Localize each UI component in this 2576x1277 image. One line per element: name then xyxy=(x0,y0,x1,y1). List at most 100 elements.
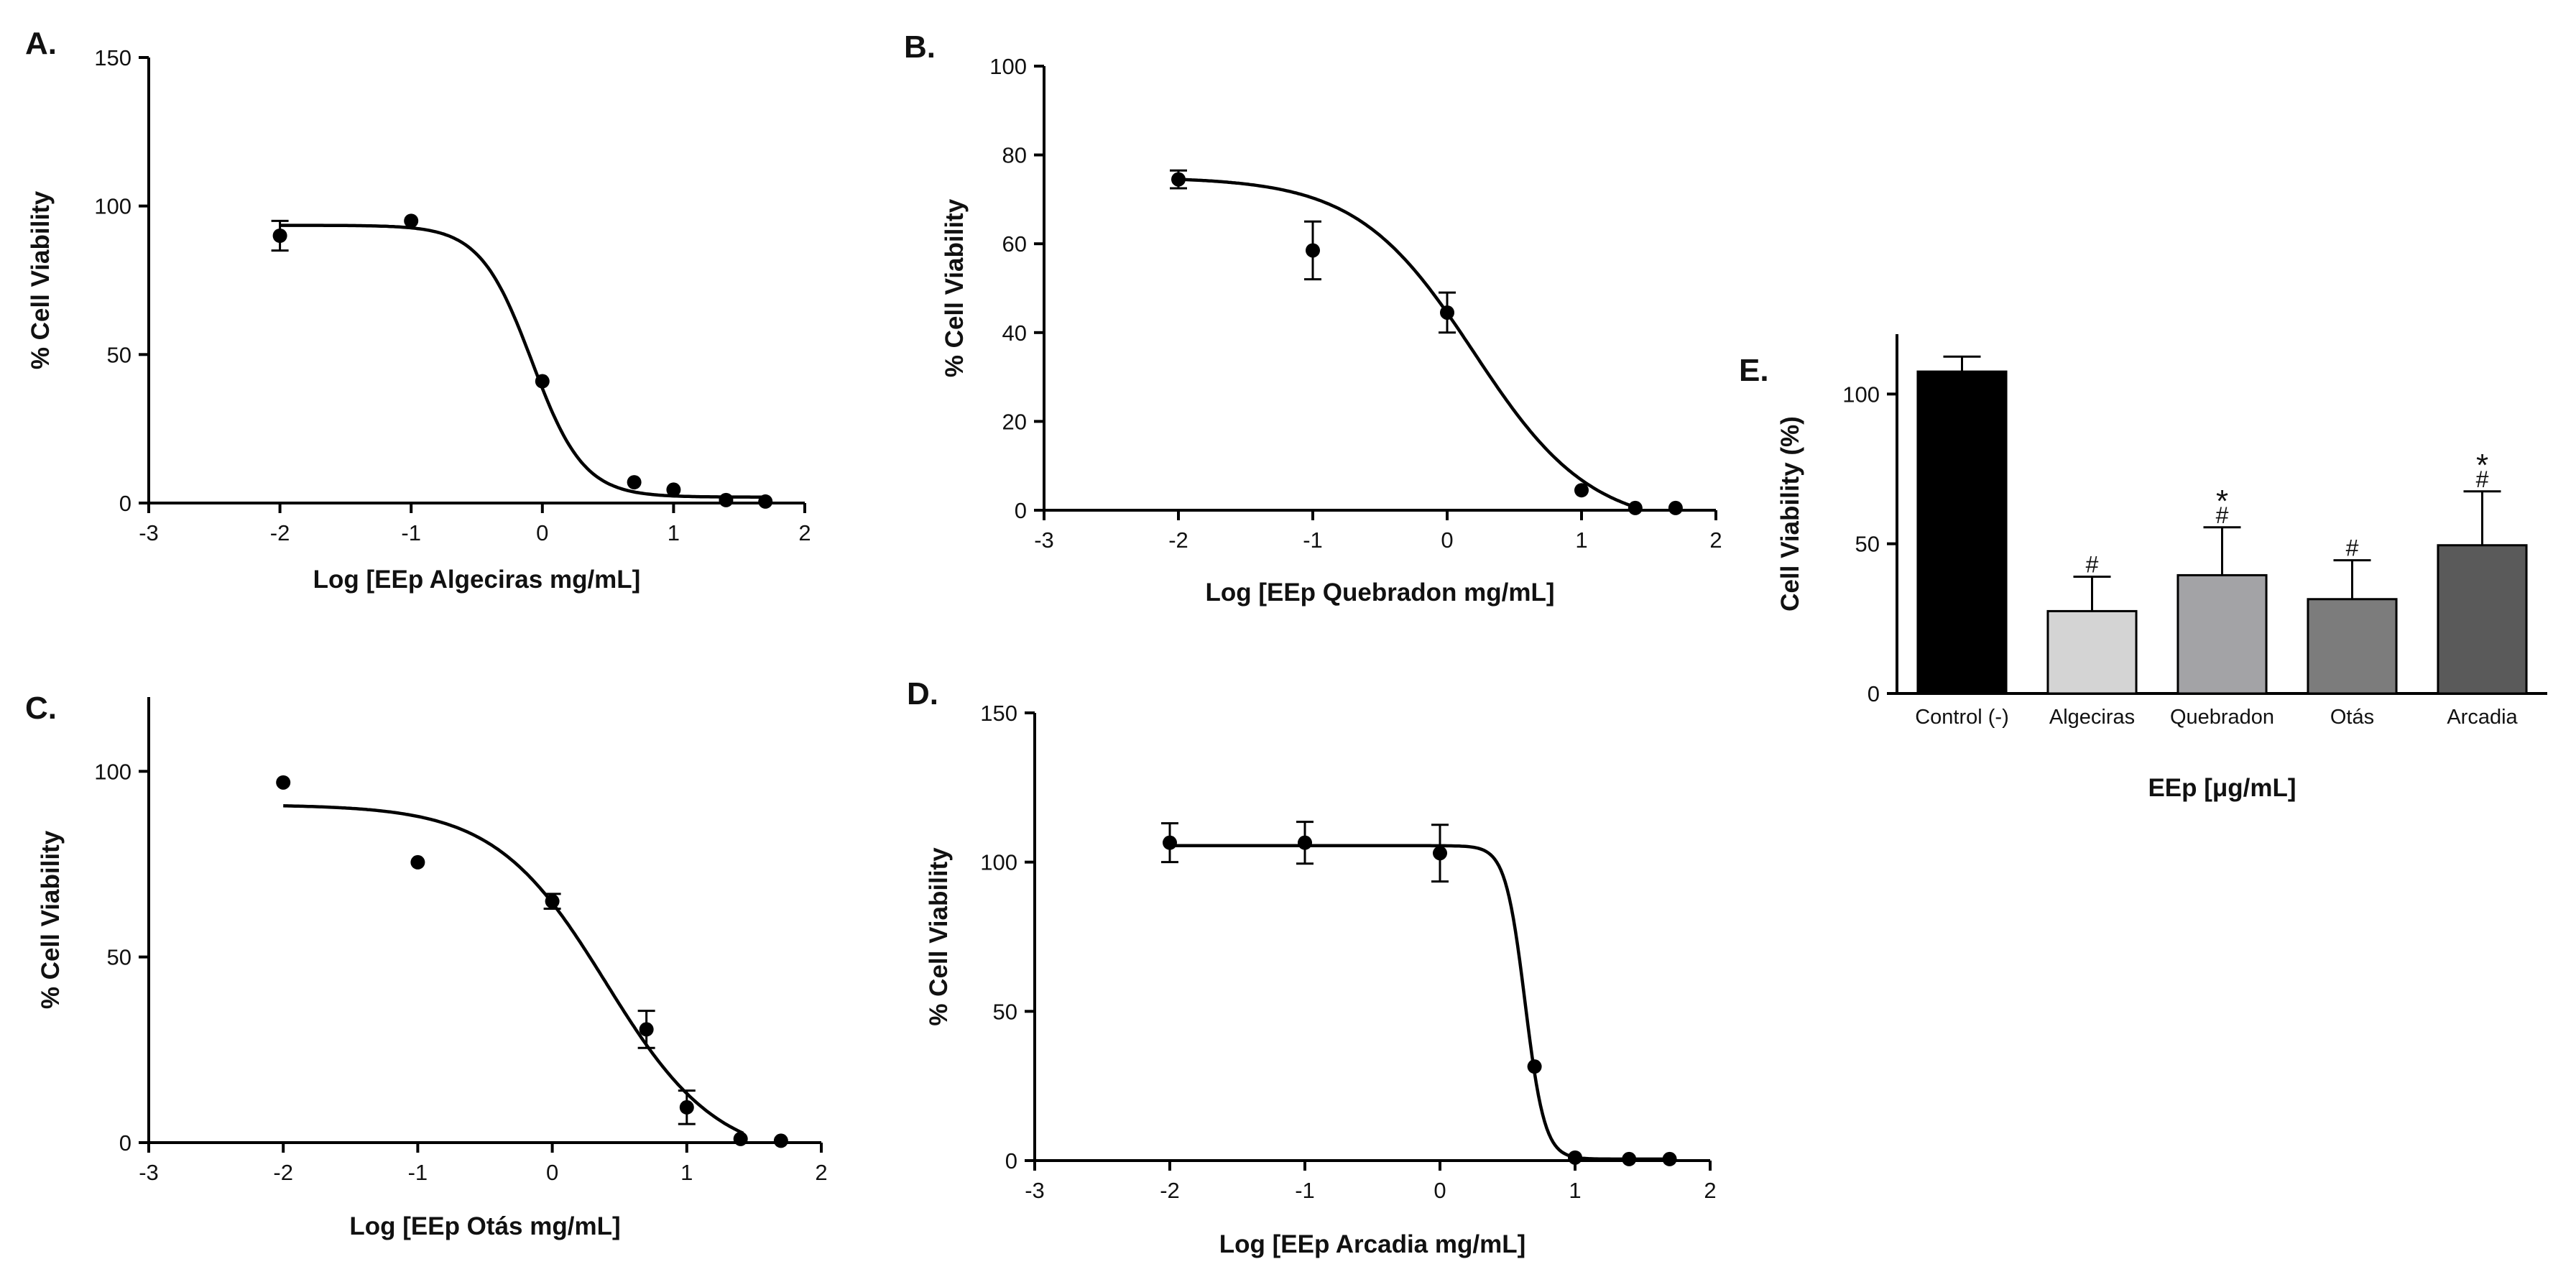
significance-star: * xyxy=(2216,484,2228,519)
data-point xyxy=(276,775,291,790)
x-tick-label: 2 xyxy=(798,520,811,545)
bar xyxy=(2176,573,2268,695)
y-tick-label: 50 xyxy=(107,342,131,367)
x-tick-label: -1 xyxy=(401,520,421,545)
x-tick-label: -2 xyxy=(1160,1178,1180,1203)
y-tick-label: 50 xyxy=(107,945,131,970)
data-point xyxy=(1163,835,1177,850)
x-category-label: Otás xyxy=(2330,706,2374,729)
x-category-label: Arcadia xyxy=(2447,706,2518,729)
data-point xyxy=(679,1099,694,1115)
data-point xyxy=(545,894,560,909)
x-tick-label: 1 xyxy=(668,520,680,545)
data-point xyxy=(1668,500,1683,515)
x-tick-label: 0 xyxy=(546,1160,558,1185)
x-tick-label: 1 xyxy=(1569,1178,1581,1203)
bar xyxy=(2046,609,2138,695)
y-tick-label: 50 xyxy=(1855,532,1880,557)
data-point xyxy=(1628,500,1643,515)
x-category-label: Algeciras xyxy=(2049,706,2135,729)
x-axis-title: Log [EEp Quebradon mg/mL] xyxy=(1205,578,1554,607)
data-point xyxy=(1622,1151,1637,1166)
fit-curve xyxy=(1178,178,1643,511)
y-tick-label: 60 xyxy=(1002,231,1027,257)
y-tick-label: 50 xyxy=(993,999,1017,1024)
panel-b: B. 0 20 40 60 80 100 -3 -2 -1 0 1 2 Log [EEp Quebrado… xyxy=(904,29,1722,607)
y-axis-title: % Cell Viability xyxy=(925,847,953,1026)
data-point xyxy=(1298,835,1312,850)
y-tick-label: 150 xyxy=(980,701,1017,726)
x-tick-label: 0 xyxy=(1434,1178,1446,1203)
data-point xyxy=(719,492,734,507)
data-point xyxy=(773,1133,788,1148)
significance-star: * xyxy=(2476,448,2488,483)
x-tick-label: -2 xyxy=(1168,527,1188,553)
x-tick-label: -1 xyxy=(1303,527,1323,553)
panel-label: B. xyxy=(904,29,936,65)
data-point xyxy=(535,374,550,389)
bar xyxy=(2307,598,2398,695)
y-tick-label: 20 xyxy=(1002,409,1027,434)
x-axis-title: Log [EEp Algeciras mg/mL] xyxy=(313,566,641,594)
data-point xyxy=(1662,1151,1677,1166)
panel-label: E. xyxy=(1739,353,1769,388)
x-tick-label: 1 xyxy=(1575,527,1587,553)
x-tick-label: -2 xyxy=(270,520,290,545)
x-tick-label: 0 xyxy=(536,520,548,545)
y-tick-label: 0 xyxy=(1868,681,1880,706)
y-tick-label: 0 xyxy=(1015,498,1027,523)
x-tick-label: 2 xyxy=(1704,1178,1716,1203)
y-tick-label: 0 xyxy=(1005,1148,1017,1174)
x-tick-label: -1 xyxy=(408,1160,428,1185)
y-axis-title: % Cell Viability xyxy=(941,198,969,377)
x-tick-label: -3 xyxy=(1025,1178,1045,1203)
x-axis-title: Log [EEp Arcadia mg/mL] xyxy=(1219,1230,1526,1258)
data-point xyxy=(1568,1150,1582,1165)
data-point xyxy=(410,854,425,870)
data-point xyxy=(758,494,773,509)
data-point xyxy=(639,1022,654,1037)
significance-hash: # xyxy=(2476,466,2489,492)
y-tick-label: 100 xyxy=(94,759,131,784)
data-point xyxy=(1306,243,1320,258)
data-point xyxy=(272,229,287,243)
x-tick-label: 2 xyxy=(1709,527,1722,553)
y-tick-label: 80 xyxy=(1002,143,1027,168)
data-point xyxy=(1433,846,1447,861)
significance-hash: # xyxy=(2086,552,2099,578)
panel-c: C. 0 50 100 -3 -2 -1 0 1 2 Log [EEp Otás mg/mL] % C… xyxy=(25,691,828,1240)
x-tick-label: 2 xyxy=(815,1160,827,1185)
x-tick-label: 1 xyxy=(680,1160,693,1185)
bar xyxy=(2437,544,2528,695)
y-tick-label: 0 xyxy=(119,1130,131,1156)
x-category-label: Control (-) xyxy=(1915,706,2009,729)
data-point xyxy=(733,1131,748,1146)
x-tick-label: -3 xyxy=(139,520,159,545)
y-axis-title: % Cell Viability xyxy=(27,190,55,369)
y-axis-title: Cell Viability (%) xyxy=(1776,416,1804,612)
y-tick-label: 100 xyxy=(1842,382,1880,407)
x-axis-title: Log [EEp Otás mg/mL] xyxy=(349,1212,620,1240)
y-tick-label: 100 xyxy=(94,194,131,219)
panel-label: D. xyxy=(907,676,938,711)
data-point xyxy=(1171,172,1186,187)
x-tick-label: -3 xyxy=(1034,527,1054,553)
x-tick-label: 0 xyxy=(1441,527,1453,553)
y-axis-title: % Cell Viability xyxy=(37,830,65,1009)
panel-label: C. xyxy=(25,691,57,726)
bar xyxy=(1916,370,2008,695)
y-tick-label: 0 xyxy=(119,491,131,516)
panel-d: D. 0 50 100 150 -3 -2 -1 0 1 2 Log [EEp Arcadia mg/… xyxy=(907,676,1717,1258)
data-point xyxy=(404,213,419,229)
fit-curve xyxy=(283,804,744,1135)
y-tick-label: 100 xyxy=(989,54,1027,79)
panel-a: A. 0 50 100 150 -3 -2 -1 0 1 2 Log [EEp Algeciras m… xyxy=(25,26,811,594)
x-axis-title: EEp [μg/mL] xyxy=(2148,774,2296,802)
y-tick-label: 40 xyxy=(1002,321,1027,346)
x-tick-label: -2 xyxy=(273,1160,293,1185)
x-tick-label: -1 xyxy=(1295,1178,1315,1203)
significance-hash: # xyxy=(2216,502,2229,528)
fit-curve xyxy=(1170,844,1670,1161)
